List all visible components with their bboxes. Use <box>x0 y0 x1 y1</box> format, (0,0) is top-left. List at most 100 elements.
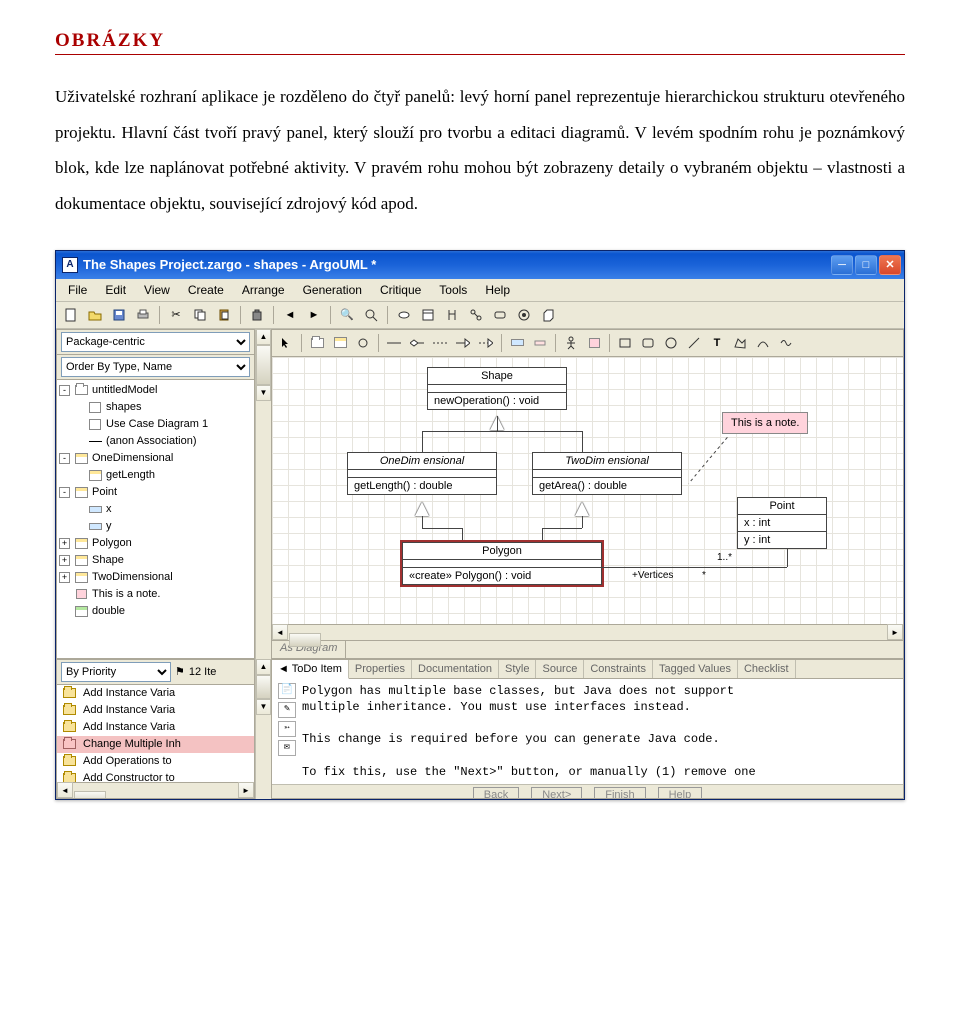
actor-tool-icon[interactable] <box>560 332 582 354</box>
todo-scrollbar[interactable]: ▲▼ <box>255 659 271 799</box>
dep-tool-icon[interactable] <box>429 332 451 354</box>
tab-todo-item[interactable]: ◄ ToDo Item <box>272 660 349 679</box>
canvas-hscroll[interactable]: ◄ ► <box>272 624 903 640</box>
perspective-select[interactable]: Package-centric <box>61 332 250 352</box>
tree-row[interactable]: double <box>59 603 252 620</box>
rrect-tool-icon[interactable] <box>637 332 659 354</box>
cut-icon[interactable]: ✂ <box>165 304 187 326</box>
tab-properties[interactable]: Properties <box>349 660 412 678</box>
gen-tool-icon[interactable] <box>452 332 474 354</box>
tree-row[interactable]: -OneDimensional <box>59 450 252 467</box>
circle-tool-icon[interactable] <box>660 332 682 354</box>
save-icon[interactable] <box>108 304 130 326</box>
todo-item[interactable]: Add Instance Varia <box>57 685 254 702</box>
todo-item[interactable]: Add Instance Varia <box>57 719 254 736</box>
tab-checklist[interactable]: Checklist <box>738 660 796 678</box>
tree-row[interactable]: shapes <box>59 399 252 416</box>
class-point[interactable]: Point x : int y : int <box>737 497 827 549</box>
nav-fwd-icon[interactable]: ► <box>303 304 325 326</box>
tab-style[interactable]: Style <box>499 660 536 678</box>
deploy-diagram-icon[interactable] <box>537 304 559 326</box>
priority-select[interactable]: By Priority <box>61 662 171 682</box>
seq-diagram-icon[interactable] <box>441 304 463 326</box>
tab-tagged-values[interactable]: Tagged Values <box>653 660 738 678</box>
new-icon[interactable] <box>60 304 82 326</box>
note-tool-icon[interactable] <box>583 332 605 354</box>
todo-list[interactable]: Add Instance VariaAdd Instance VariaAdd … <box>57 685 254 782</box>
menu-arrange[interactable]: Arrange <box>234 281 293 299</box>
usecase-diagram-icon[interactable] <box>393 304 415 326</box>
back-button[interactable]: Back <box>473 787 519 799</box>
menu-file[interactable]: File <box>60 281 95 299</box>
line-tool-icon[interactable] <box>683 332 705 354</box>
paste-icon[interactable] <box>213 304 235 326</box>
interface-tool-icon[interactable] <box>352 332 374 354</box>
menu-generation[interactable]: Generation <box>295 281 370 299</box>
nav-back-icon[interactable]: ◄ <box>279 304 301 326</box>
tree-row[interactable]: Use Case Diagram 1 <box>59 416 252 433</box>
email-icon[interactable]: ✉ <box>278 740 296 756</box>
state-diagram-icon[interactable] <box>489 304 511 326</box>
close-button[interactable]: ✕ <box>879 255 901 275</box>
collab-diagram-icon[interactable] <box>465 304 487 326</box>
menu-critique[interactable]: Critique <box>372 281 429 299</box>
tab-source[interactable]: Source <box>536 660 584 678</box>
tree-row[interactable]: This is a note. <box>59 586 252 603</box>
class-twodimensional[interactable]: TwoDim ensional getArea() : double <box>532 452 682 495</box>
help-button[interactable]: Help <box>658 787 703 799</box>
todo-item[interactable]: Add Operations to <box>57 753 254 770</box>
todo-item[interactable]: Change Multiple Inh <box>57 736 254 753</box>
tree-scrollbar[interactable]: ▲ ▼ <box>255 329 271 659</box>
tree-row[interactable]: -Point <box>59 484 252 501</box>
open-icon[interactable] <box>84 304 106 326</box>
curve-tool-icon[interactable] <box>752 332 774 354</box>
menu-edit[interactable]: Edit <box>97 281 134 299</box>
tree-row[interactable]: getLength <box>59 467 252 484</box>
activity-diagram-icon[interactable] <box>513 304 535 326</box>
delete-icon[interactable] <box>246 304 268 326</box>
todo-item[interactable]: Add Instance Varia <box>57 702 254 719</box>
uml-note[interactable]: This is a note. <box>722 412 808 434</box>
tree-row[interactable]: x <box>59 501 252 518</box>
snooze-icon[interactable]: ➳ <box>278 721 296 737</box>
menu-view[interactable]: View <box>136 281 178 299</box>
tree-row[interactable]: (anon Association) <box>59 433 252 450</box>
class-polygon[interactable]: Polygon «create» Polygon() : void <box>402 542 602 585</box>
tree-row[interactable]: y <box>59 518 252 535</box>
finish-button[interactable]: Finish <box>594 787 645 799</box>
assoc-tool-icon[interactable] <box>383 332 405 354</box>
print-icon[interactable] <box>132 304 154 326</box>
class-shape[interactable]: Shape newOperation() : void <box>427 367 567 410</box>
realize-tool-icon[interactable] <box>475 332 497 354</box>
tree-row[interactable]: -untitledModel <box>59 382 252 399</box>
new-todo-icon[interactable]: 📄 <box>278 683 296 699</box>
minimize-button[interactable]: ─ <box>831 255 853 275</box>
pointer-tool-icon[interactable] <box>275 332 297 354</box>
order-select[interactable]: Order By Type, Name <box>61 357 250 377</box>
todo-item[interactable]: Add Constructor to <box>57 770 254 782</box>
rect-tool-icon[interactable] <box>614 332 636 354</box>
poly-tool-icon[interactable] <box>729 332 751 354</box>
find-icon[interactable]: 🔍 <box>336 304 358 326</box>
todo-hscroll[interactable]: ◄ ► <box>57 782 254 798</box>
diagram-canvas[interactable]: Shape newOperation() : void OneDim ensio… <box>272 357 903 624</box>
class-tool-icon[interactable] <box>329 332 351 354</box>
package-tool-icon[interactable] <box>306 332 328 354</box>
model-tree[interactable]: -untitledModelshapesUse Case Diagram 1(a… <box>57 380 254 658</box>
aggr-tool-icon[interactable] <box>406 332 428 354</box>
copy-icon[interactable] <box>189 304 211 326</box>
tab-constraints[interactable]: Constraints <box>584 660 653 678</box>
attr-tool-icon[interactable] <box>506 332 528 354</box>
menu-help[interactable]: Help <box>477 281 518 299</box>
ink-tool-icon[interactable] <box>775 332 797 354</box>
text-tool-icon[interactable]: T <box>706 332 728 354</box>
class-onedimensional[interactable]: OneDim ensional getLength() : double <box>347 452 497 495</box>
tab-documentation[interactable]: Documentation <box>412 660 499 678</box>
maximize-button[interactable]: □ <box>855 255 877 275</box>
tree-row[interactable]: +Shape <box>59 552 252 569</box>
tree-row[interactable]: +Polygon <box>59 535 252 552</box>
resolve-icon[interactable]: ✎ <box>278 702 296 718</box>
op-tool-icon[interactable] <box>529 332 551 354</box>
zoom-icon[interactable] <box>360 304 382 326</box>
class-diagram-icon[interactable] <box>417 304 439 326</box>
